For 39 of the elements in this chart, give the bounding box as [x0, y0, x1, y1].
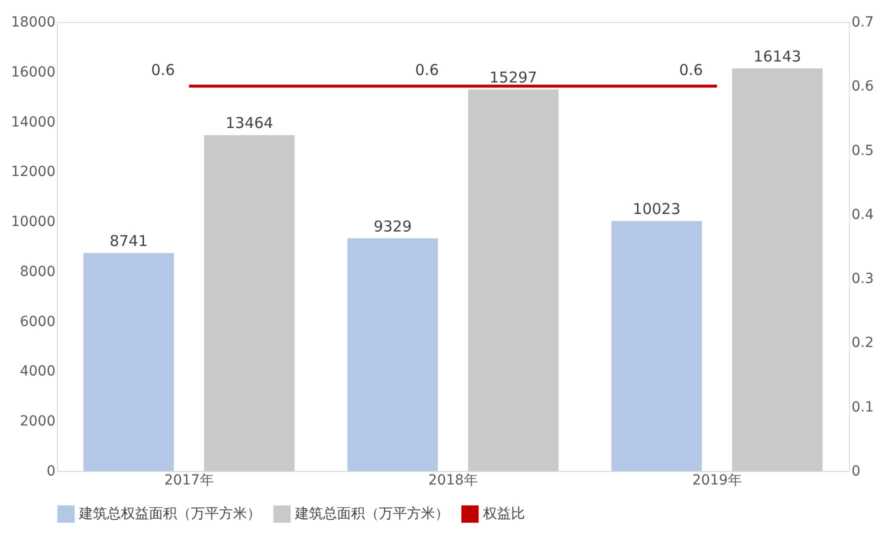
data-label: 15297: [489, 68, 538, 86]
data-label: 13464: [225, 114, 274, 132]
data-label: 10023: [632, 200, 681, 218]
y-tick-label: 18000: [10, 14, 56, 30]
data-label: 0.6: [679, 61, 703, 80]
data-label: 8741: [110, 232, 148, 250]
bar: [347, 238, 438, 471]
y-tick-label: 16000: [10, 64, 56, 80]
y-tick-label: 14000: [10, 114, 56, 130]
data-label: 16143: [753, 47, 802, 66]
y2-tick-label: 0.1: [852, 399, 874, 416]
data-label: 0.6: [415, 61, 439, 80]
y2-tick-label: 0.3: [852, 271, 874, 288]
legend-label: 权益比: [482, 506, 525, 522]
x-tick-label: 2019年: [692, 472, 742, 488]
y2-tick-label: 0.7: [852, 14, 874, 30]
y-tick-label: 4000: [20, 364, 56, 380]
y2-tick-label: 0: [852, 464, 860, 480]
y2-tick-label: 0.2: [852, 335, 874, 352]
legend-label: 建筑总权益面积（万平方米）: [78, 506, 261, 522]
y-tick-label: 0: [46, 464, 56, 480]
data-label: 0.6: [151, 61, 175, 80]
x-tick-label: 2017年: [164, 472, 214, 488]
bar: [611, 220, 702, 471]
y-tick-label: 12000: [10, 164, 56, 180]
y-tick-label: 10000: [10, 214, 56, 230]
y2-tick-label: 0.4: [852, 206, 874, 223]
y-tick-label: 6000: [20, 314, 56, 330]
bar: [83, 252, 174, 471]
y-tick-label: 2000: [20, 414, 56, 430]
x-tick-label: 2018年: [428, 472, 478, 488]
data-label: 9329: [374, 217, 412, 236]
y2-tick-label: 0.5: [852, 142, 874, 159]
legend-label: 建筑总面积（万平方米）: [294, 506, 449, 522]
bar: [468, 89, 559, 471]
y2-tick-label: 0.6: [852, 78, 874, 95]
bar: [732, 68, 823, 471]
y-tick-label: 8000: [20, 264, 56, 280]
bar: [204, 135, 295, 471]
